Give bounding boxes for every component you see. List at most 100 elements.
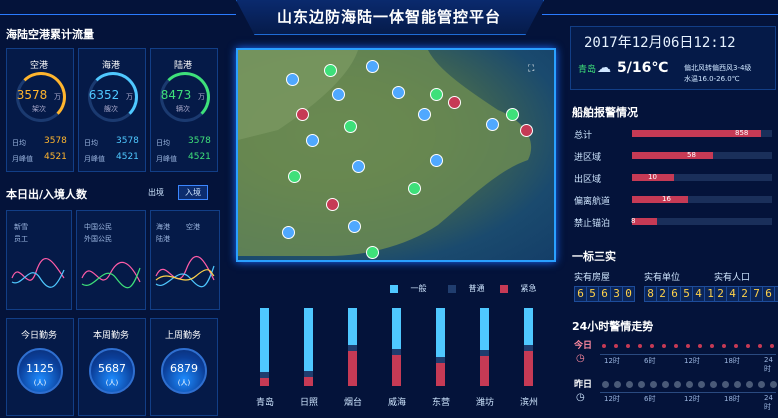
legend-normal: 普通 [448,283,485,294]
duty-label: 今日勤务 [20,331,57,341]
flow-day: 3578 [188,136,211,146]
map-pin-icon[interactable] [344,120,357,133]
map-pin-icon[interactable] [430,88,443,101]
map-pin-icon[interactable] [296,108,309,121]
map-pin-icon[interactable] [408,182,421,195]
legend-general-label: 一般 [410,284,427,293]
map-pin-icon[interactable] [448,96,461,109]
flow-month: 4521 [44,152,67,162]
trend-axis [600,354,776,355]
map-pin-icon[interactable] [348,220,361,233]
legend-general: 一般 [390,283,427,294]
legend-urgent-label: 紧急 [520,284,537,293]
trend-dot [758,380,765,388]
map-pin-icon[interactable] [282,226,295,239]
bar-track [348,308,357,386]
trend-dot [746,344,750,348]
map-pin-icon[interactable] [418,108,431,121]
daily-chart-3 [150,210,220,310]
ship-bar-value: 16 [662,195,671,203]
map-pin-icon[interactable] [520,124,533,137]
trend-dot [722,380,729,388]
trend-dot [710,380,717,388]
bar-category: 滨州 [519,398,538,408]
trend-title: 24小时警情走势 [572,320,654,333]
map-land [238,50,532,256]
flow-unit: 万 [54,93,61,101]
trend-dot [674,380,681,388]
map-pin-icon[interactable] [286,73,299,86]
trend-tick: 12时 [684,395,700,403]
legend-c2: 空港 [186,223,200,231]
duty-ring [161,348,207,394]
clock-icon-yesterday: ◷ [576,392,585,403]
map-pin-icon[interactable] [324,64,337,77]
flow-day: 3578 [44,136,67,146]
duty-unit: (人) [105,379,119,387]
map-pin-icon[interactable] [506,108,519,121]
legend-c3: 陆港 [156,235,170,243]
ship-row-label: 禁止锚泊 [574,219,611,229]
biao-digit: 3 [610,286,623,302]
flow-ring [16,72,66,122]
trend-tick: 6时 [644,395,656,403]
ships-title: 船舶报警情况 [572,106,638,119]
map-pin-icon[interactable] [352,160,365,173]
ship-bar-value: 10 [648,173,657,181]
bar-category: 烟台 [343,398,362,408]
legend-b2: 外国公民 [84,235,112,243]
trend-dot [734,344,738,348]
temperature: 5/16℃ [617,60,669,76]
trend-dot [614,380,621,388]
ship-row-label: 总计 [574,131,593,141]
bar-general [260,308,269,373]
biao-title: 一标三实 [572,250,616,263]
flow-sub: 艘次 [104,105,118,113]
bar-general [524,308,533,345]
map-pin-icon[interactable] [486,118,499,131]
flow-day-label: 日均 [12,139,26,147]
trend-tick: 12时 [604,357,620,365]
legend-a1: 新雪 [14,223,28,231]
ship-bar-value: 858 [735,129,749,137]
ship-row-label: 偏离航道 [574,197,611,207]
flow-card-name: 海港 [101,61,120,71]
bar-category: 潍坊 [475,398,494,408]
map-pin-icon[interactable] [306,134,319,147]
tab-out[interactable]: 出境 [148,188,164,197]
map-pin-icon[interactable] [392,86,405,99]
trend-tick: 18时 [724,357,740,365]
ship-bar-track [632,196,772,203]
duty-label: 本周勤务 [92,331,129,341]
map-pin-icon[interactable] [332,88,345,101]
map-pin-icon[interactable] [288,170,301,183]
map-pin-icon[interactable] [366,246,379,259]
duty-unit: (人) [177,379,191,387]
datetime-readout: 2017年12月06日12:12 [584,35,736,51]
trend-dot [674,344,678,348]
biao-label: 实有房屋 [574,273,611,283]
ship-row-label: 进区域 [574,153,602,163]
flow-value: 3578 [16,88,48,102]
biao-digit: 1 [704,286,717,302]
daily-chart-1 [6,210,72,310]
bar-general [436,308,445,357]
map-pin-icon[interactable] [430,154,443,167]
tab-in[interactable]: 入境 [178,185,208,200]
map-expand-icon[interactable]: ⛶ [528,64,535,74]
trend-dot [698,380,705,388]
flow-month-label: 月峰值 [84,155,105,163]
ship-bar [632,218,657,225]
trend-dot [602,380,609,388]
flow-title: 海陆空港累计流量 [6,28,94,41]
bar-general [348,308,357,345]
bar-urgent [524,350,533,386]
bar-urgent [436,362,445,386]
map-pin-icon[interactable] [326,198,339,211]
duty-value: 1125 [26,362,54,375]
city-label: 青岛 [578,65,597,75]
map-pin-icon[interactable] [366,60,379,73]
bar-urgent [392,354,401,386]
legend-normal-label: 普通 [468,284,485,293]
trend-tick: 24时 [764,356,773,373]
